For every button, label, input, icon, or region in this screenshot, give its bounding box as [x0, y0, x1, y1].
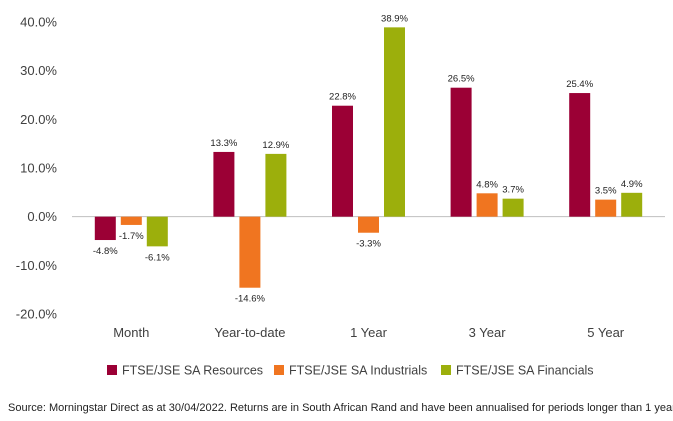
legend-swatch	[441, 365, 451, 375]
bar-2-2	[239, 216, 261, 288]
data-label: 12.9%	[262, 140, 289, 151]
category-label: 5 Year	[587, 325, 625, 340]
y-tick-label: 40.0%	[20, 15, 57, 30]
bar-2-5	[595, 199, 617, 217]
category-label: Month	[113, 325, 149, 340]
y-tick-label: 30.0%	[20, 63, 57, 78]
bar-3-1	[146, 216, 168, 247]
data-label: 3.7%	[502, 185, 524, 196]
bar-3-3	[384, 27, 405, 217]
bar-2-1	[120, 216, 142, 225]
data-label: 13.3%	[210, 138, 237, 149]
data-label: 3.5%	[595, 186, 617, 197]
data-label: -6.1%	[145, 252, 170, 263]
bar-1-1	[94, 216, 116, 241]
category-label: Year-to-date	[214, 325, 285, 340]
data-label: -1.7%	[119, 231, 144, 242]
data-label: 4.9%	[621, 179, 643, 190]
data-label: 38.9%	[381, 13, 408, 24]
y-tick-label: -20.0%	[16, 307, 58, 322]
data-label: 25.4%	[566, 79, 593, 90]
data-label: 22.8%	[329, 92, 356, 103]
bar-3-4	[502, 198, 524, 217]
bar-2-4	[476, 193, 498, 217]
bar-2-3	[358, 216, 379, 233]
legend-swatch	[274, 365, 284, 375]
bar-1-2	[213, 151, 235, 217]
y-tick-label: -10.0%	[16, 258, 58, 273]
data-label: 26.5%	[448, 74, 475, 85]
data-label: -4.8%	[93, 246, 118, 257]
bar-3-5	[621, 192, 643, 217]
bar-3-2	[265, 153, 287, 217]
legend-label: FTSE/JSE SA Resources	[122, 364, 263, 378]
y-tick-label: 0.0%	[27, 209, 57, 224]
legend-label: FTSE/JSE SA Financials	[456, 364, 594, 378]
data-label: -3.3%	[356, 239, 381, 250]
category-label: 1 Year	[350, 325, 388, 340]
y-tick-label: 10.0%	[20, 161, 57, 176]
data-label: 4.8%	[476, 179, 498, 190]
bar-1-4	[450, 87, 472, 217]
bar-1-3	[332, 105, 353, 217]
legend-label: FTSE/JSE SA Industrials	[289, 364, 427, 378]
category-label: 3 Year	[469, 325, 507, 340]
bar-1-5	[569, 93, 591, 217]
legend-swatch	[107, 365, 117, 375]
data-label: -14.6%	[235, 294, 266, 305]
y-tick-label: 20.0%	[20, 112, 57, 127]
source-note: Source: Morningstar Direct as at 30/04/2…	[8, 402, 673, 414]
